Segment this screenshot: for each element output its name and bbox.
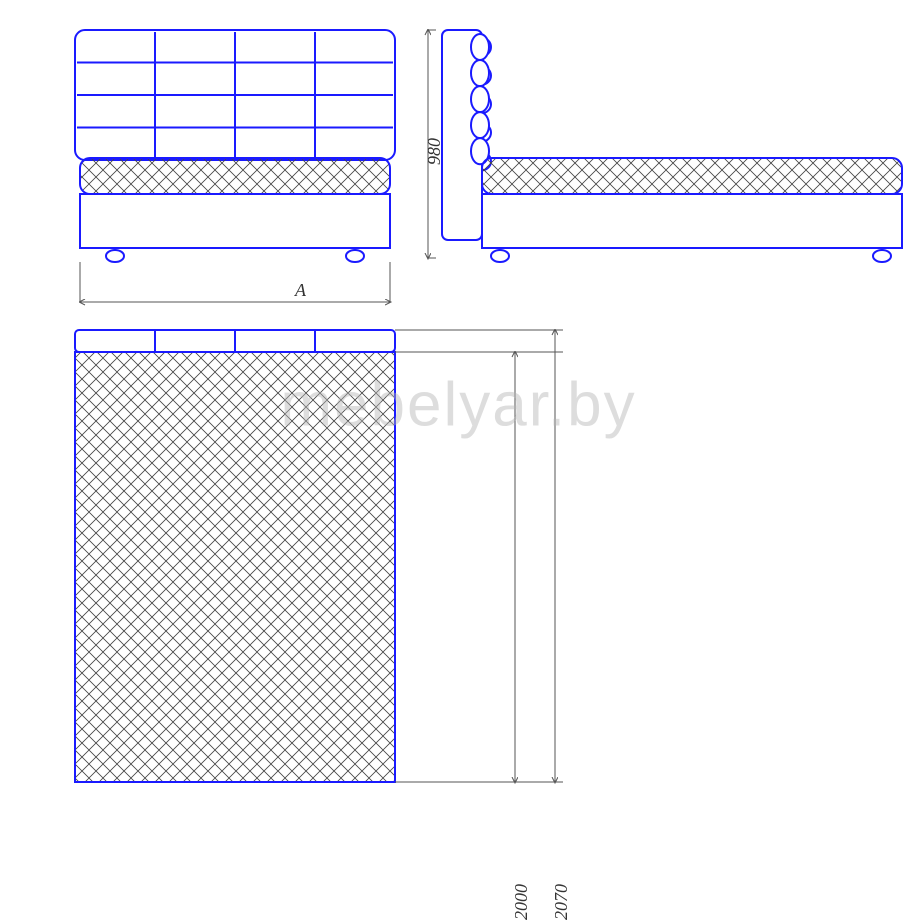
side-elevation <box>428 30 902 262</box>
dim-label-2070: 2070 <box>551 884 572 920</box>
drawing-canvas <box>0 0 917 810</box>
top-plan <box>75 330 563 782</box>
dim-label-A: A <box>295 280 306 301</box>
dim-label-980: 980 <box>424 138 445 165</box>
dim-label-2000: 2000 <box>511 884 532 920</box>
front-elevation <box>75 30 395 302</box>
